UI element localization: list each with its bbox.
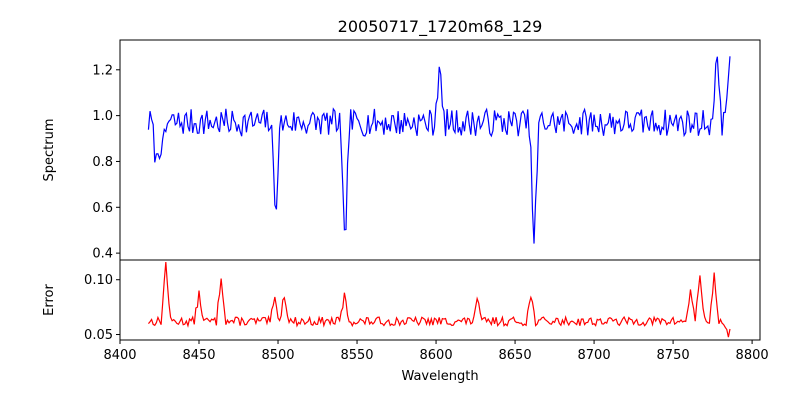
x-tick-label: 8650	[499, 348, 532, 363]
spectrum-series-line	[147, 56, 731, 244]
error-panel: 0.05 0.10 8400 8450 8500 8550 8600 8650 8700 875…	[42, 259, 769, 384]
error-plot-frame	[119, 259, 761, 341]
spectrum-y-tick-label: 0.8	[92, 155, 113, 170]
spectrum-panel: 0.4 0.6 0.8 1.0 1.2 Spectrum	[42, 39, 761, 262]
x-tick-label: 8600	[420, 348, 453, 363]
x-tick-label: 8700	[578, 348, 611, 363]
x-tick-label: 8400	[103, 348, 136, 363]
x-tick-label: 8800	[736, 348, 769, 363]
spectrum-y-tick-label: 0.4	[92, 247, 113, 262]
x-tick-label: 8450	[182, 348, 215, 363]
chart-title: 20050717_1720m68_129	[338, 17, 543, 37]
spectrum-y-tick-label: 1.2	[92, 63, 113, 78]
error-series-line	[147, 262, 731, 338]
spectrum-y-tick-label: 1.0	[92, 109, 113, 124]
error-y-tick-label: 0.05	[84, 328, 113, 343]
x-tick-label: 8750	[657, 348, 690, 363]
error-y-axis-label: Error	[42, 284, 57, 316]
x-tick-label: 8550	[340, 348, 373, 363]
x-axis-label: Wavelength	[401, 369, 478, 384]
spectrum-y-tick-label: 0.6	[92, 201, 113, 216]
spectrum-y-axis-label: Spectrum	[42, 119, 57, 182]
x-tick-label: 8500	[261, 348, 294, 363]
error-y-tick-label: 0.10	[84, 273, 113, 288]
